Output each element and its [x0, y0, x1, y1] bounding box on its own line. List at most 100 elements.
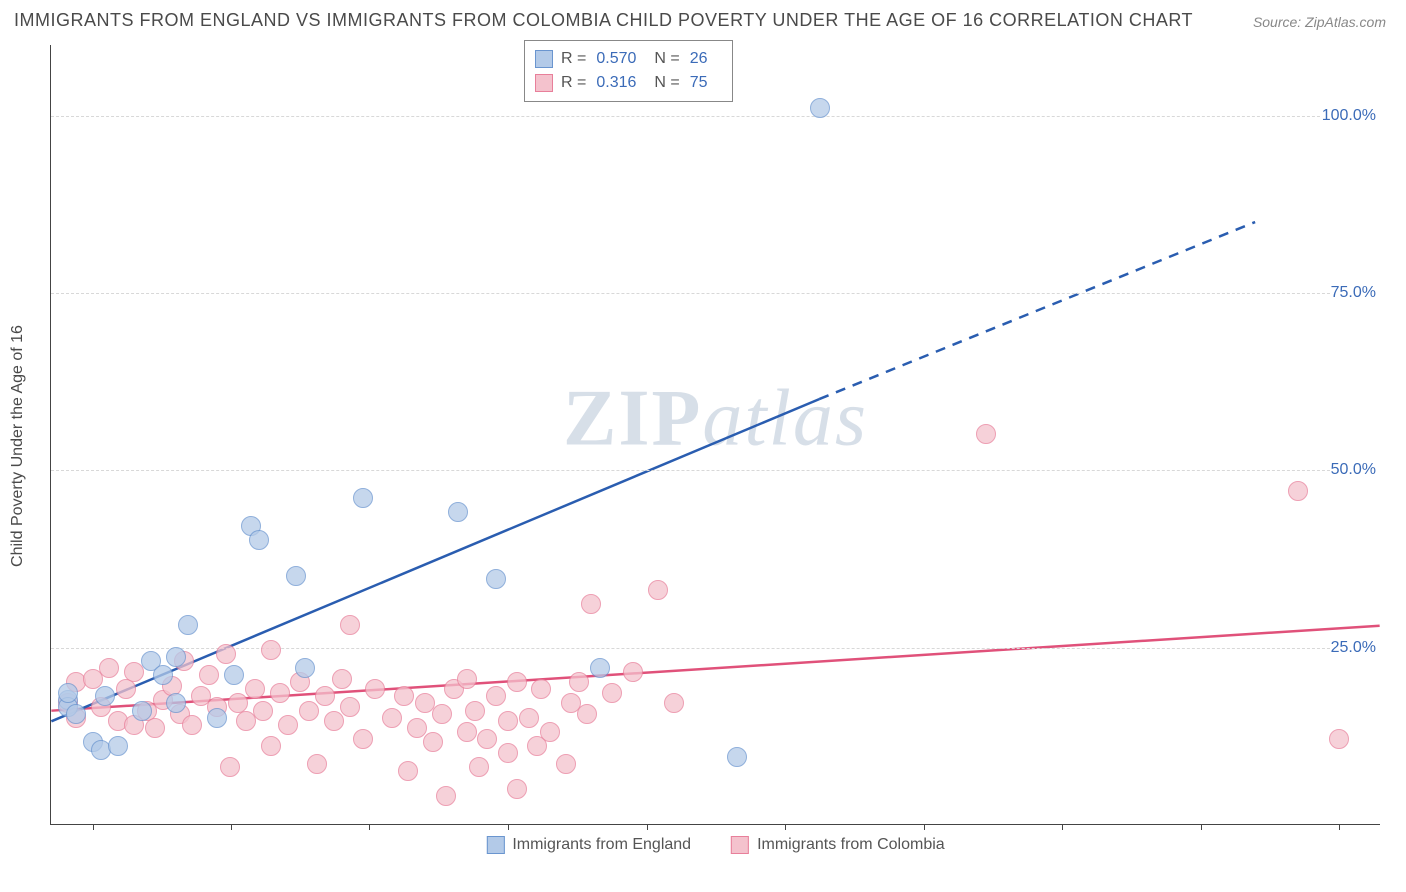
- scatter-point-colombia: [648, 580, 668, 600]
- scatter-point-england: [286, 566, 306, 586]
- scatter-point-colombia: [394, 686, 414, 706]
- scatter-point-colombia: [99, 658, 119, 678]
- scatter-point-colombia: [332, 669, 352, 689]
- r-label: R =: [561, 71, 586, 95]
- scatter-plot: ZIPatlas R = 0.570 N = 26 R = 0.316 N = …: [50, 45, 1380, 825]
- scatter-point-colombia: [436, 786, 456, 806]
- regression-lines: [51, 45, 1380, 824]
- scatter-point-colombia: [407, 718, 427, 738]
- scatter-point-england: [486, 569, 506, 589]
- gridline: [51, 470, 1380, 471]
- scatter-point-england: [58, 683, 78, 703]
- scatter-point-colombia: [486, 686, 506, 706]
- legend-stats: R = 0.570 N = 26 R = 0.316 N = 75: [524, 40, 733, 102]
- scatter-point-colombia: [664, 693, 684, 713]
- watermark: ZIPatlas: [563, 373, 868, 464]
- scatter-point-england: [590, 658, 610, 678]
- scatter-point-colombia: [976, 424, 996, 444]
- scatter-point-colombia: [245, 679, 265, 699]
- scatter-point-england: [166, 693, 186, 713]
- scatter-point-colombia: [182, 715, 202, 735]
- legend-label-england: Immigrants from England: [512, 836, 691, 854]
- scatter-point-england: [95, 686, 115, 706]
- scatter-point-colombia: [299, 701, 319, 721]
- source-attribution: Source: ZipAtlas.com: [1253, 14, 1386, 30]
- scatter-point-england: [727, 747, 747, 767]
- scatter-point-colombia: [216, 644, 236, 664]
- swatch-england: [535, 50, 553, 68]
- scatter-point-colombia: [540, 722, 560, 742]
- gridline: [51, 648, 1380, 649]
- scatter-point-england: [207, 708, 227, 728]
- scatter-point-colombia: [199, 665, 219, 685]
- y-tick-label: 75.0%: [1331, 284, 1382, 302]
- scatter-point-colombia: [507, 779, 527, 799]
- scatter-point-colombia: [432, 704, 452, 724]
- scatter-point-colombia: [365, 679, 385, 699]
- scatter-point-colombia: [577, 704, 597, 724]
- scatter-point-colombia: [315, 686, 335, 706]
- scatter-point-colombia: [145, 718, 165, 738]
- scatter-point-england: [66, 704, 86, 724]
- scatter-point-colombia: [498, 711, 518, 731]
- scatter-point-colombia: [1288, 481, 1308, 501]
- n-label: N =: [654, 71, 679, 95]
- y-axis-label: Child Poverty Under the Age of 16: [9, 325, 27, 567]
- x-tick: [1201, 824, 1202, 830]
- scatter-point-colombia: [465, 701, 485, 721]
- watermark-light: atlas: [702, 374, 868, 462]
- scatter-point-colombia: [556, 754, 576, 774]
- n-value-colombia: 75: [690, 71, 708, 95]
- scatter-point-colombia: [278, 715, 298, 735]
- scatter-point-colombia: [457, 669, 477, 689]
- legend-stats-row-colombia: R = 0.316 N = 75: [535, 71, 718, 95]
- x-tick: [924, 824, 925, 830]
- scatter-point-colombia: [398, 761, 418, 781]
- scatter-point-colombia: [469, 757, 489, 777]
- watermark-bold: ZIP: [563, 374, 702, 462]
- x-tick: [647, 824, 648, 830]
- scatter-point-colombia: [519, 708, 539, 728]
- scatter-point-colombia: [531, 679, 551, 699]
- swatch-england: [486, 836, 504, 854]
- x-tick: [1339, 824, 1340, 830]
- legend-label-colombia: Immigrants from Colombia: [757, 836, 945, 854]
- scatter-point-colombia: [340, 615, 360, 635]
- x-tick: [785, 824, 786, 830]
- n-value-england: 26: [690, 47, 708, 71]
- scatter-point-colombia: [623, 662, 643, 682]
- scatter-point-colombia: [253, 701, 273, 721]
- scatter-point-colombia: [569, 672, 589, 692]
- scatter-point-england: [166, 647, 186, 667]
- scatter-point-colombia: [270, 683, 290, 703]
- y-tick-label: 100.0%: [1322, 107, 1382, 125]
- x-tick: [369, 824, 370, 830]
- scatter-point-england: [810, 98, 830, 118]
- scatter-point-england: [224, 665, 244, 685]
- legend-series: Immigrants from England Immigrants from …: [486, 836, 944, 854]
- scatter-point-england: [153, 665, 173, 685]
- scatter-point-colombia: [382, 708, 402, 728]
- n-label: N =: [654, 47, 679, 71]
- x-tick: [231, 824, 232, 830]
- scatter-point-colombia: [498, 743, 518, 763]
- scatter-point-colombia: [324, 711, 344, 731]
- scatter-point-colombia: [1329, 729, 1349, 749]
- scatter-point-colombia: [581, 594, 601, 614]
- y-tick-label: 50.0%: [1331, 461, 1382, 479]
- scatter-point-england: [448, 502, 468, 522]
- legend-item-colombia: Immigrants from Colombia: [731, 836, 945, 854]
- x-tick: [1062, 824, 1063, 830]
- scatter-point-colombia: [457, 722, 477, 742]
- scatter-point-colombia: [423, 732, 443, 752]
- y-tick-label: 25.0%: [1331, 639, 1382, 657]
- scatter-point-england: [295, 658, 315, 678]
- scatter-point-england: [178, 615, 198, 635]
- scatter-point-colombia: [116, 679, 136, 699]
- scatter-point-england: [249, 530, 269, 550]
- swatch-colombia: [535, 74, 553, 92]
- scatter-point-colombia: [353, 729, 373, 749]
- scatter-point-colombia: [307, 754, 327, 774]
- scatter-point-colombia: [477, 729, 497, 749]
- scatter-point-england: [353, 488, 373, 508]
